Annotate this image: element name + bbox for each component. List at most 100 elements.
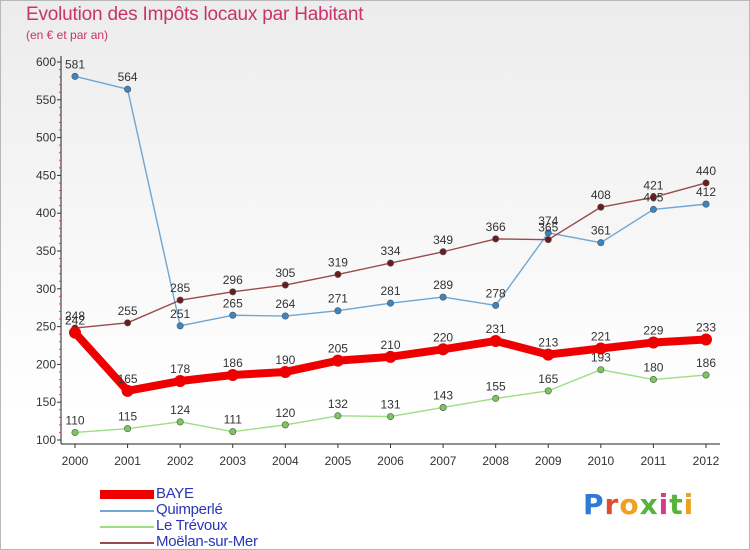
brand-letter: t [669, 488, 684, 521]
series-mo-lan-sur-mer [71, 179, 710, 332]
data-label: 180 [643, 361, 663, 375]
data-point [334, 270, 342, 278]
data-label: 186 [223, 356, 243, 370]
data-label: 361 [591, 224, 611, 238]
x-tick-label: 2012 [693, 454, 720, 468]
data-point [597, 239, 605, 247]
y-tick-label: 600 [36, 55, 56, 69]
x-tick-label: 2009 [535, 454, 562, 468]
data-label: 581 [65, 57, 85, 71]
data-label: 405 [643, 190, 663, 204]
data-label: 255 [118, 304, 138, 318]
data-label: 564 [118, 70, 138, 84]
data-point [176, 296, 184, 304]
data-label: 296 [223, 273, 243, 287]
chart-subtitle: (en € et par an) [26, 28, 109, 42]
data-point [437, 343, 450, 356]
data-point [71, 72, 79, 80]
data-point [649, 205, 657, 213]
series-le-tr-voux [71, 366, 710, 436]
x-tick-label: 2010 [587, 454, 614, 468]
data-label: 221 [591, 330, 611, 344]
data-point [492, 301, 500, 309]
data-point [69, 326, 81, 339]
data-point [702, 371, 710, 379]
brand-letter: P [583, 488, 605, 521]
x-tick-label: 2008 [482, 454, 509, 468]
y-tick-label: 300 [36, 282, 56, 296]
data-label: 366 [486, 220, 506, 234]
data-point [544, 236, 552, 244]
data-point [124, 85, 132, 93]
brand-letter: r [604, 488, 620, 521]
data-point [647, 336, 660, 349]
legend-item: BAYE [100, 485, 330, 502]
data-point [176, 322, 184, 330]
data-label: 265 [223, 296, 243, 310]
y-tick-label: 400 [36, 206, 56, 220]
data-point [544, 387, 552, 395]
data-point [700, 333, 712, 346]
data-point [229, 288, 237, 296]
data-label: 374 [538, 214, 558, 228]
data-point [331, 354, 344, 367]
data-label: 285 [170, 281, 190, 295]
data-point [279, 365, 292, 378]
data-point [386, 413, 394, 421]
data-point [649, 193, 657, 201]
data-label: 271 [328, 292, 348, 306]
data-label: 408 [591, 188, 611, 202]
data-label: 248 [65, 309, 85, 323]
brand-logo: Proxiti [583, 488, 694, 521]
data-label: 412 [696, 185, 716, 199]
data-label: 143 [433, 388, 453, 402]
data-point [226, 368, 239, 381]
x-tick-label: 2004 [272, 454, 299, 468]
x-tick-label: 2001 [114, 454, 141, 468]
data-point [544, 229, 552, 237]
data-point [489, 334, 502, 347]
data-label: 281 [380, 284, 400, 298]
x-tick-label: 2005 [325, 454, 352, 468]
data-label: 233 [696, 320, 716, 334]
data-label: 132 [328, 397, 348, 411]
data-label: 111 [224, 413, 243, 427]
legend-label: Moëlan-sur-Mer [156, 533, 258, 550]
data-point [597, 203, 605, 211]
data-label: 349 [433, 233, 453, 247]
y-tick-label: 500 [36, 131, 56, 145]
data-label: 289 [433, 278, 453, 292]
x-tick-label: 2003 [219, 454, 246, 468]
brand-letter: o [619, 488, 640, 521]
data-point [542, 348, 555, 361]
legend-swatch [100, 526, 154, 528]
data-label: 229 [643, 323, 663, 337]
x-tick-label: 2002 [167, 454, 194, 468]
legend-item: Moëlan-sur-Mer [100, 533, 330, 550]
data-point [649, 376, 657, 384]
data-point [702, 200, 710, 208]
data-label: 334 [380, 244, 400, 258]
data-point [124, 425, 132, 433]
legend-item: Quimperlé [100, 501, 330, 518]
data-point [439, 403, 447, 411]
legend-item: Le Trévoux [100, 517, 330, 534]
data-point [281, 312, 289, 320]
x-tick-label: 2007 [430, 454, 457, 468]
data-label: 131 [380, 398, 400, 412]
data-label: 264 [275, 297, 295, 311]
series-layer [69, 72, 712, 436]
data-label: 190 [275, 353, 295, 367]
data-label: 421 [643, 178, 663, 192]
data-point [594, 342, 607, 355]
data-point [702, 179, 710, 187]
data-label: 115 [118, 410, 137, 424]
data-point [176, 418, 184, 426]
legend-swatch [100, 510, 154, 512]
legend-swatch [100, 542, 154, 544]
data-point [229, 428, 237, 436]
data-label: 110 [65, 413, 84, 427]
data-label: 165 [538, 372, 558, 386]
